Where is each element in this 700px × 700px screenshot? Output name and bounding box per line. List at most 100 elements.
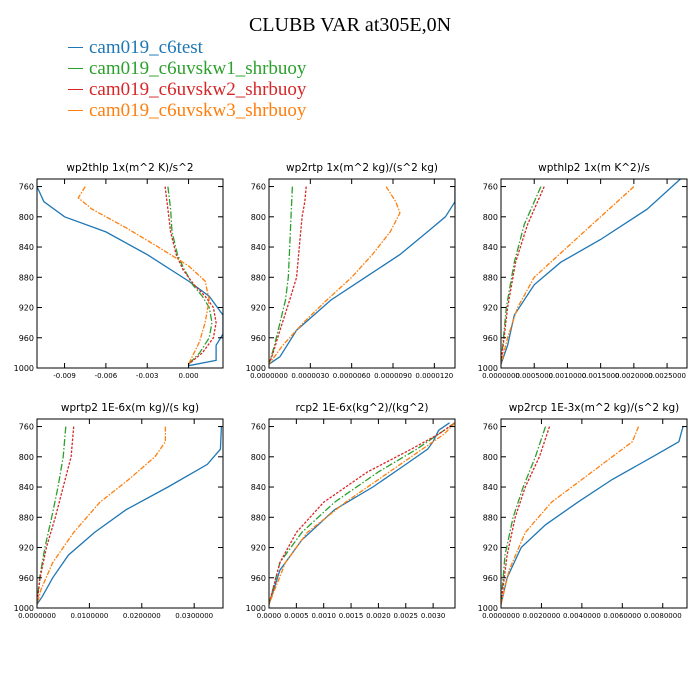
x-tick-label: 0.0300000 (175, 612, 213, 620)
panel-title: rcp2 1E-6x(kg^2)/(kg^2) (296, 402, 429, 414)
x-tick-label: -0.009 (53, 372, 76, 380)
x-tick-label: -0.003 (136, 372, 159, 380)
x-tick-label: 0.0000000 (482, 372, 520, 380)
series-line (37, 426, 223, 605)
y-tick-label: 960 (251, 574, 266, 583)
y-tick-label: 800 (483, 453, 498, 462)
legend-label: cam019_c6test (89, 36, 203, 58)
y-tick-label: 800 (251, 213, 266, 222)
x-tick-label: 0.0005000 (515, 372, 553, 380)
y-tick-label: 840 (19, 483, 34, 492)
x-tick-label: 0.0060000 (603, 612, 641, 620)
series-line (269, 422, 455, 605)
plot-frame (268, 418, 456, 609)
chart-panel: wp2rtp 1x(m^2 kg)/(s^2 kg) 760 800 840 880 92… (246, 162, 456, 380)
plot-frame (36, 178, 224, 369)
legend-swatch (68, 110, 83, 111)
chart-panel: wprtp2 1E-6x(m kg)/(s kg) 760 800 840 880 920… (14, 402, 224, 620)
series-line (501, 186, 635, 365)
legend-swatch (68, 89, 83, 90)
series-line (501, 426, 547, 605)
panel-title: wp2rtp 1x(m^2 kg)/(s^2 kg) (286, 162, 438, 174)
x-tick-label: 0.0005 (284, 612, 309, 620)
x-tick-label: 0.0100000 (70, 612, 108, 620)
x-tick-label: 0.0010 (311, 612, 336, 620)
x-tick-label: 0.0000060 (333, 372, 371, 380)
legend-label: cam019_c6uvskw2_shrbuoy (89, 78, 307, 100)
x-tick-label: 0.0000030 (291, 372, 329, 380)
y-tick-label: 840 (251, 483, 266, 492)
y-tick-label: 840 (483, 243, 498, 252)
series-line (37, 426, 75, 605)
y-tick-label: 760 (19, 183, 34, 192)
x-tick-label: 0.000 (179, 372, 199, 380)
y-tick-label: 840 (19, 243, 34, 252)
y-tick-label: 840 (483, 483, 498, 492)
y-tick-label: 920 (19, 544, 34, 553)
chart-panel: wp2thlp 1x(m^2 K)/s^2 760 800 840 880 920 960 1… (14, 162, 224, 380)
legend: cam019_c6test cam019_c6uvskw1_shrbuoy ca… (68, 37, 306, 121)
y-tick-label: 920 (19, 304, 34, 313)
legend-swatch (68, 68, 83, 69)
legend-item: cam019_c6uvskw3_shrbuoy (68, 100, 306, 121)
x-tick-label: 0.0040000 (563, 612, 601, 620)
series-line (269, 186, 401, 365)
series-line (37, 426, 167, 605)
series-line (77, 186, 210, 365)
y-tick-label: 960 (19, 334, 34, 343)
series-line (269, 186, 307, 365)
y-tick-label: 800 (483, 213, 498, 222)
x-tick-label: 0.0000000 (250, 372, 288, 380)
figure-title: CLUBB VAR at305E,0N (248, 14, 452, 36)
y-tick-label: 880 (19, 273, 34, 282)
series-line (501, 426, 551, 605)
series-line (269, 422, 450, 605)
x-tick-label: 0.0015 (339, 612, 364, 620)
x-tick-label: 0.0030 (421, 612, 446, 620)
series-line (269, 186, 455, 365)
y-tick-label: 880 (19, 513, 34, 522)
series-line (269, 422, 455, 605)
y-tick-label: 760 (483, 183, 498, 192)
series-line (501, 426, 640, 605)
y-tick-label: 920 (251, 544, 266, 553)
chart-panel: rcp2 1E-6x(kg^2)/(kg^2) 760 800 840 880 920 96… (246, 402, 456, 620)
x-tick-label: 0.0020 (366, 612, 391, 620)
plot-frame (500, 178, 688, 369)
x-tick-label: 0.0000000 (482, 612, 520, 620)
y-tick-label: 960 (251, 334, 266, 343)
y-tick-label: 880 (251, 273, 266, 282)
panel-title: wp2rcp 1E-3x(m^2 kg)/(s^2 kg) (509, 402, 680, 414)
y-tick-label: 760 (483, 423, 498, 432)
plot-frame (36, 418, 224, 609)
series-line (501, 426, 684, 605)
plot-frame (500, 418, 688, 609)
y-tick-label: 960 (483, 334, 498, 343)
y-tick-label: 960 (19, 574, 34, 583)
x-tick-label: 0.0015000 (582, 372, 620, 380)
x-tick-label: 0.0000 (257, 612, 282, 620)
series-line (501, 186, 542, 365)
y-tick-label: 1000 (14, 364, 34, 373)
y-tick-label: 920 (483, 544, 498, 553)
y-tick-label: 1000 (246, 604, 266, 613)
x-tick-label: 0.0080000 (644, 612, 682, 620)
series-line (164, 186, 217, 365)
y-tick-label: 1000 (246, 364, 266, 373)
x-tick-label: 0.0020000 (615, 372, 653, 380)
panel-title: wp2thlp 1x(m^2 K)/s^2 (66, 162, 193, 174)
chart-panel: wp2rcp 1E-3x(m^2 kg)/(s^2 kg) 760 800 840 88… (478, 402, 688, 620)
legend-item: cam019_c6uvskw1_shrbuoy (68, 58, 306, 79)
y-tick-label: 920 (251, 304, 266, 313)
y-tick-label: 1000 (478, 604, 498, 613)
y-tick-label: 800 (19, 213, 34, 222)
chart-panel: wpthlp2 1x(m K^2)/s 760 800 840 880 920 960 100… (478, 162, 688, 380)
legend-item: cam019_c6test (68, 37, 306, 58)
series-line (37, 186, 223, 367)
x-tick-label: 0.0000000 (18, 612, 56, 620)
legend-swatch (68, 47, 83, 48)
x-tick-label: 0.0000090 (374, 372, 412, 380)
legend-label: cam019_c6uvskw3_shrbuoy (89, 99, 307, 121)
y-tick-label: 880 (251, 513, 266, 522)
